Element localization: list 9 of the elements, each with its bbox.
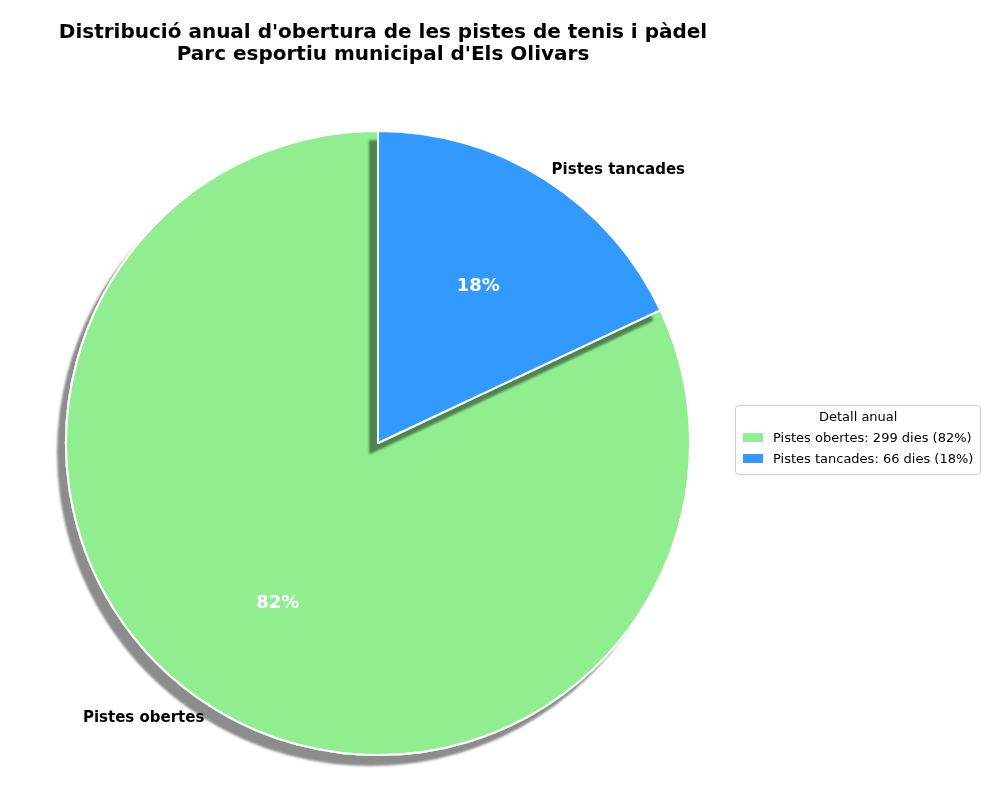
slice-label: Pistes tancades [551,160,686,179]
text: Pistes tancades: 66 dies (18%) [773,450,974,468]
chart-subtitle: Parc esportiu municipal d'Els Olivars [176,41,590,65]
data-label: 82% [256,590,300,612]
chart-title: Distribució anual d'obertura de les pistes de tenis i pàdel [58,19,708,43]
text: Pistes obertes: 299 dies (82%) [773,429,972,447]
data-label: 18% [456,274,500,296]
legend-title: Detall anual [817,409,899,424]
slice-label: Pistes obertes [82,707,205,726]
